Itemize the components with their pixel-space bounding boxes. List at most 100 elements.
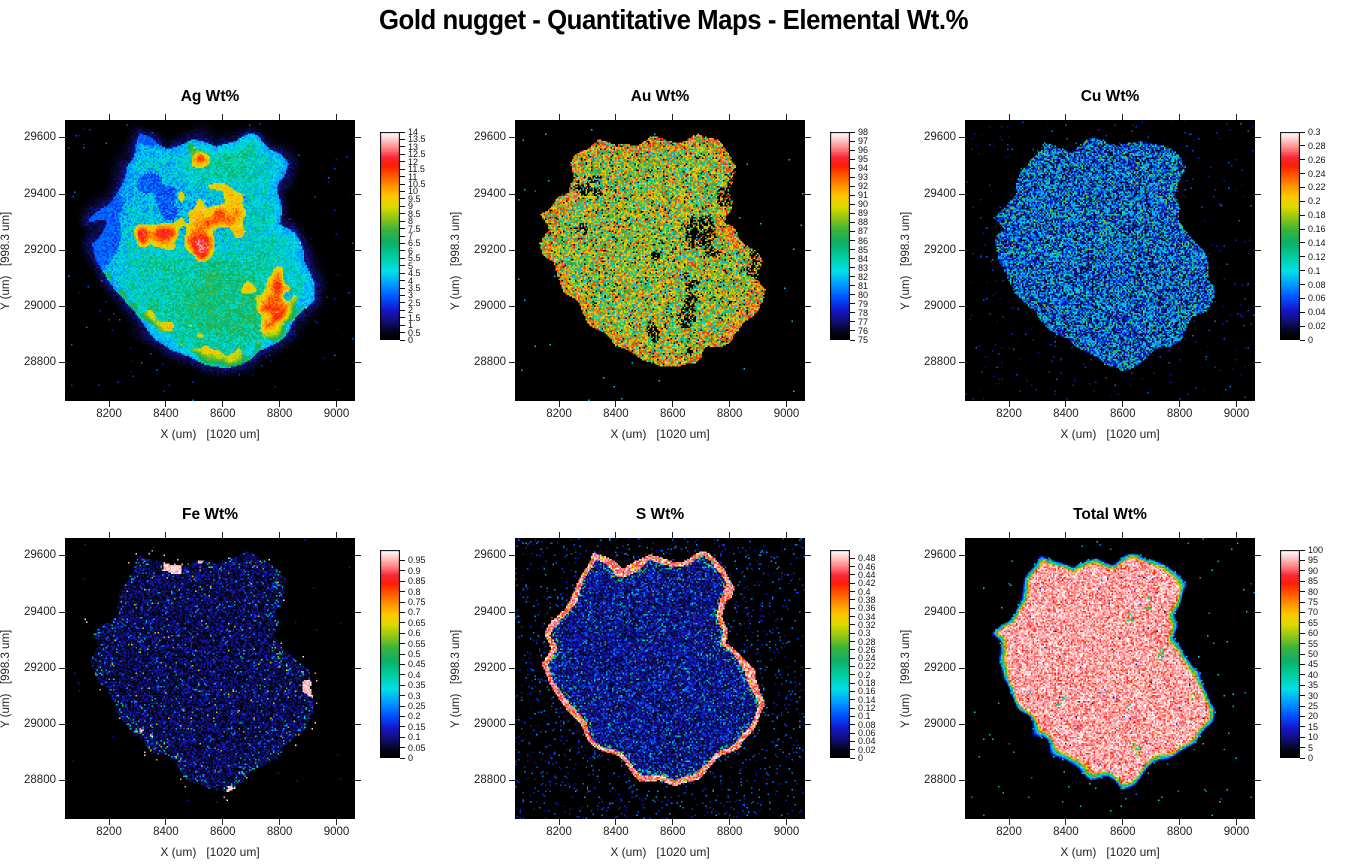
y-axis-label: Y (um) [998.3 um]	[450, 629, 462, 728]
y-tick-label: 29600	[924, 131, 956, 144]
colorbar-tick-label: 90	[1308, 565, 1319, 576]
colorbar-tick-mark	[1300, 715, 1305, 717]
colorbar-tick-label: 0.85	[408, 576, 426, 587]
colorbar-tick-label: 0	[1308, 753, 1314, 763]
y-tick-mark	[805, 193, 811, 195]
colorbar-tick-mark	[850, 176, 855, 178]
x-tick-label: 9000	[323, 408, 350, 420]
colorbar-tick-label: 85	[1308, 576, 1319, 587]
x-tick-label: 8600	[209, 408, 236, 420]
y-tick-label: 29400	[24, 605, 56, 618]
colorbar-tick-mark	[400, 601, 405, 603]
colorbar-tick-label: 90	[858, 199, 869, 210]
y-tick-mark	[1255, 193, 1261, 195]
colorbar-tick-label: 0.1	[408, 732, 421, 743]
map-title: Au Wt%	[630, 88, 690, 105]
colorbar-tick-label: 0.04	[1308, 307, 1326, 318]
colorbar-tick-label: 0.26	[858, 644, 876, 655]
x-tick-label: 8800	[716, 408, 743, 420]
x-tick-mark	[222, 401, 224, 407]
elemental-map-image	[65, 120, 355, 401]
colorbar-tick-mark	[850, 149, 855, 151]
colorbar-tick-mark	[850, 591, 855, 593]
y-tick-mark	[1255, 724, 1261, 726]
colorbar-tick-mark	[1300, 632, 1305, 634]
x-tick-mark	[1179, 819, 1181, 825]
colorbar-tick-mark	[400, 726, 405, 728]
y-tick-mark	[355, 249, 361, 251]
colorbar-tick-mark	[1300, 705, 1305, 707]
x-tick-mark	[279, 401, 281, 407]
y-tick-label: 28800	[924, 356, 956, 369]
colorbar-tick-mark	[1300, 186, 1305, 188]
map-title: Ag Wt%	[180, 88, 240, 105]
colorbar-tick-mark	[400, 632, 405, 634]
y-tick-mark	[805, 137, 811, 139]
colorbar-tick-label: 96	[858, 145, 869, 156]
colorbar-tick-label: 8.5	[408, 208, 421, 219]
colorbar-tick-label: 0.45	[408, 659, 426, 670]
colorbar-tick-mark	[1300, 339, 1305, 341]
colorbar-tick-mark	[400, 674, 405, 676]
colorbar-tick-mark	[1300, 242, 1305, 244]
colorbar-tick-mark	[850, 699, 855, 701]
y-tick-label: 28800	[24, 356, 56, 369]
colorbar-tick-label: 93	[858, 172, 869, 183]
colorbar-tick-label: 13.5	[408, 134, 426, 145]
colorbar-tick-label: 86	[858, 235, 869, 246]
y-tick-mark	[355, 667, 361, 669]
colorbar-tick-mark	[850, 330, 855, 332]
colorbar-tick-mark	[1300, 325, 1305, 327]
y-tick-mark	[805, 362, 811, 364]
colorbar-tick-label: 98	[858, 127, 869, 137]
colorbar-tick-label: 0.35	[408, 680, 426, 691]
colorbar-tick-label: 50	[1308, 649, 1319, 659]
colorbar-tick-label: 0.44	[858, 569, 876, 580]
colorbar-tick-label: 6.5	[408, 238, 421, 249]
y-tick-label: 29200	[474, 243, 506, 256]
colorbar-tick-mark	[400, 294, 405, 296]
y-tick-label: 28800	[24, 774, 56, 787]
colorbar-tick-label: 80	[1308, 586, 1319, 597]
y-tick-mark	[1255, 555, 1261, 557]
colorbar-tick-mark	[850, 740, 855, 742]
y-axis-label: Y (um) [998.3 um]	[0, 629, 12, 728]
x-tick-label: 8400	[153, 408, 179, 420]
x-tick-label: 8200	[546, 408, 572, 420]
colorbar-tick-mark	[400, 190, 405, 192]
x-tick-mark	[729, 401, 731, 407]
y-tick-mark	[805, 780, 811, 782]
colorbar-tick-mark	[400, 265, 405, 267]
colorbar-tick-label: 0.22	[1308, 182, 1326, 193]
colorbar-tick-mark	[850, 557, 855, 559]
colorbar-tick-mark	[400, 280, 405, 282]
colorbar-tick-mark	[850, 167, 855, 169]
colorbar-tick-label: 0.3	[408, 690, 421, 701]
colorbar-tick-label: 0.08	[858, 719, 876, 730]
x-axis-label: X (um) [1020 um]	[610, 845, 710, 859]
colorbar-tick-mark	[400, 736, 405, 738]
colorbar-tick-label: 12.5	[408, 149, 426, 160]
colorbar-tick-label: 0.95	[408, 555, 426, 566]
y-tick-label: 29200	[474, 661, 506, 674]
colorbar-tick-label: 75	[858, 335, 869, 345]
colorbar-tick-mark	[850, 757, 855, 759]
colorbar-tick-mark	[850, 140, 855, 142]
colorbar-tick-label: 0.08	[1308, 279, 1326, 290]
colorbar-tick-label: 8	[408, 216, 414, 227]
colorbar-tick-label: 100	[1308, 545, 1324, 555]
colorbar-tick-label: 0.16	[858, 686, 876, 697]
x-tick-mark	[108, 819, 110, 825]
x-tick-label: 8600	[1109, 408, 1136, 420]
colorbar-tick-label: 0.2	[408, 711, 421, 722]
colorbar-tick-label: 76	[858, 325, 869, 336]
colorbar-tick-mark	[400, 611, 405, 613]
page-title: Gold nugget - Quantitative Maps - Elemen…	[378, 4, 969, 35]
colorbar-tick-label: 0.7	[408, 607, 421, 618]
colorbar-tick-label: 20	[1308, 711, 1319, 722]
x-tick-label: 8600	[209, 826, 236, 838]
x-tick-mark	[729, 819, 731, 825]
colorbar-tick-mark	[1300, 643, 1305, 645]
colorbar-tick-label: 0.65	[408, 617, 426, 628]
